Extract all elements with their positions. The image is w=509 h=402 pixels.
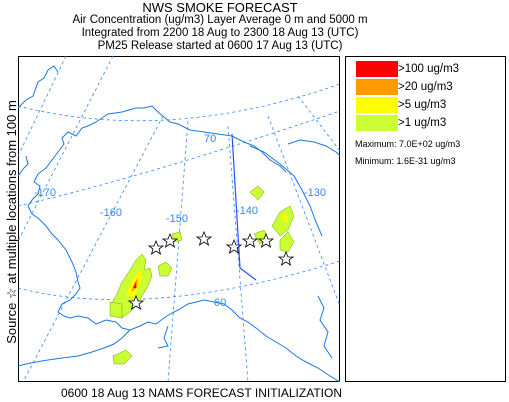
alaska-south-coast	[57, 299, 340, 382]
alaska-north-coast	[37, 105, 287, 175]
source-star-8	[127, 294, 145, 310]
source-star-3	[195, 230, 213, 246]
legend-label-20: >20 ug/m3	[398, 81, 453, 93]
concentration-legend: >100 ug/m3 >20 ug/m3 >5 ug/m3 >1 ug/m3 M…	[345, 56, 506, 382]
lon-line-170	[18, 56, 114, 242]
lon-line-140	[227, 125, 249, 382]
coastline	[18, 65, 340, 382]
source-markers	[127, 230, 295, 310]
legend-maximum: Maximum: 7.0E+02 ug/m3	[355, 139, 461, 149]
plume-north-1ug	[249, 185, 265, 201]
lat-line-60	[18, 260, 340, 301]
chukotka-east-coast	[18, 155, 29, 177]
forecast-title: NWS SMOKE FORECAST	[142, 0, 298, 15]
source-star-4	[225, 238, 243, 254]
lon-label-150: -150	[166, 213, 188, 225]
lon-label-170: -170	[34, 187, 56, 199]
lon-label-130: -130	[304, 187, 326, 199]
plume-5ug	[126, 270, 142, 298]
legend-label-1: >1 ug/m3	[398, 117, 447, 129]
concentration-subtitle: Air Concentration (ug/m3) Layer Average …	[72, 14, 368, 26]
lon-line-130	[267, 115, 340, 307]
lat-line-north	[18, 83, 340, 122]
alaska-canada-border	[231, 133, 257, 281]
lon-line-180	[18, 56, 67, 157]
plume-100ug	[133, 282, 136, 288]
plume-sw-1ug	[109, 301, 123, 319]
lon-line-160	[22, 115, 164, 382]
graticule	[18, 56, 340, 382]
source-star-7	[277, 250, 295, 266]
source-star-6	[257, 232, 275, 248]
plume-peninsula-1ug	[112, 349, 133, 365]
legend-swatch-100	[356, 61, 398, 77]
source-star-2	[161, 232, 179, 248]
arctic-island-coast	[287, 139, 340, 157]
smoke-plumes	[109, 185, 295, 365]
legend-swatch-1	[356, 115, 398, 131]
legend-swatch-5	[356, 97, 398, 113]
legend-label-5: >5 ug/m3	[398, 99, 447, 111]
graticule-labels: -170 -160 -150 -140 -130 70 60	[34, 133, 326, 309]
bc-coast	[317, 295, 333, 359]
source-star-5	[241, 232, 259, 248]
plume-yukon2-1ug	[279, 231, 295, 253]
canada-arctic-coast	[249, 145, 323, 237]
source-star-1	[147, 239, 165, 255]
legend-minimum: Minimum: 1.6E-31 ug/m3	[355, 156, 456, 166]
legend-label-100: >100 ug/m3	[398, 63, 460, 75]
alaska-west-coast	[27, 173, 81, 313]
source-side-label: Source ☆ at multiple locations from 100 …	[4, 57, 19, 387]
plume-yukon-5ug	[280, 212, 288, 222]
legend-swatch-20	[356, 79, 398, 95]
plume-yukon-1ug	[271, 205, 295, 237]
integration-period: Integrated from 2200 18 Aug to 2300 18 A…	[81, 27, 359, 39]
alaska-peninsula	[18, 329, 131, 367]
lat-label-60: 60	[214, 297, 226, 309]
forecast-initialization-footer: 0600 18 Aug 13 NAMS FORECAST INITIALIZAT…	[61, 386, 342, 400]
plume-east-1ug	[157, 261, 173, 277]
chukotka-coast	[18, 65, 59, 109]
kodiak-island	[157, 325, 169, 349]
lon-line-150	[167, 120, 189, 382]
smoke-forecast-map: -170 -160 -150 -140 -130 70 60	[18, 56, 340, 382]
lon-label-140: -140	[236, 205, 258, 217]
lon-label-160: -160	[100, 207, 122, 219]
release-start: PM25 Release started at 0600 17 Aug 13 (…	[97, 40, 343, 52]
lat-label-70: 70	[204, 133, 216, 145]
lat-line-70	[18, 110, 340, 207]
